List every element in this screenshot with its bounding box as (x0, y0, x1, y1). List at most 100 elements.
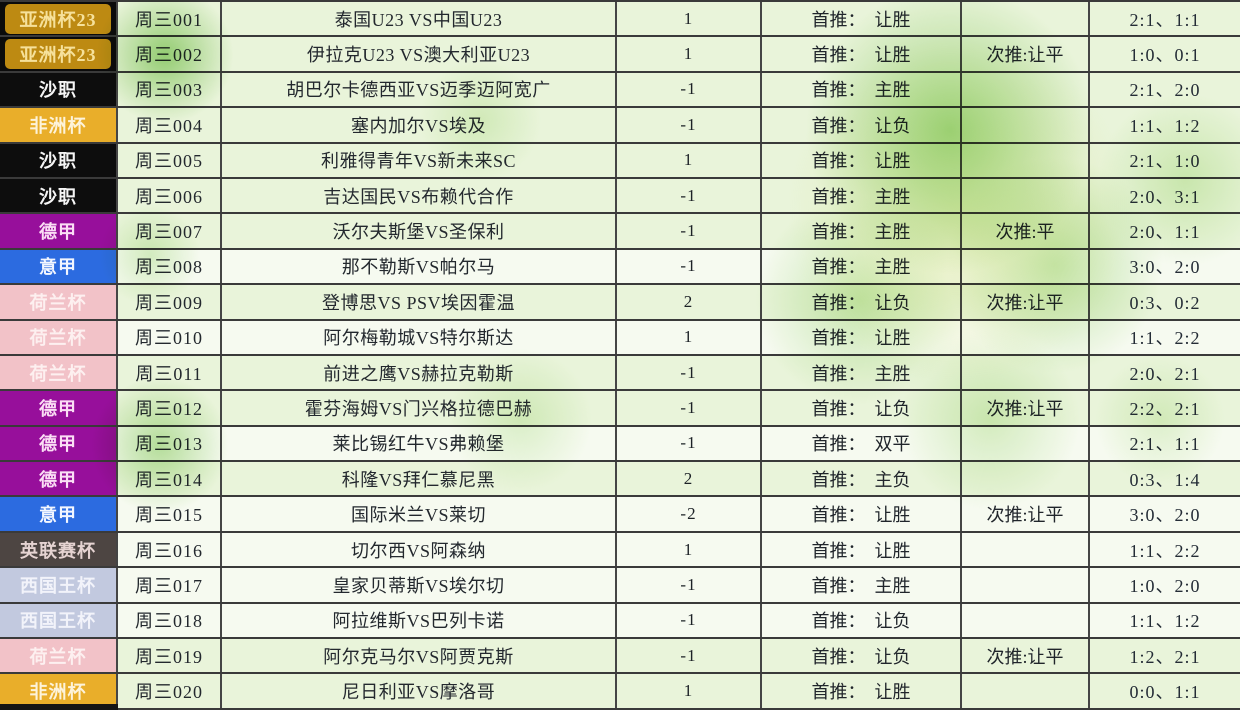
score-prediction: 2:2、2:1 (1129, 398, 1201, 419)
first-pick-value: 主胜 (874, 186, 911, 207)
second-pick (962, 426, 1090, 461)
league-label: 沙职 (0, 72, 116, 107)
second-pick (962, 320, 1090, 354)
score-prediction: 1:0、2:0 (1129, 575, 1201, 596)
table-row: 意甲 周三008 那不勒斯VS帕尔马 -1 首推： 主胜 3:0、2:0 (0, 249, 1240, 286)
table-row: 荷兰杯 周三011 前进之鹰VS赫拉克勒斯 -1 首推： 主胜 2:0、2:1 (0, 355, 1240, 392)
first-pick-prefix: 首推： (811, 575, 866, 596)
first-pick: 首推： 让负 (762, 391, 962, 425)
second-pick-text: 次推:让平 (986, 45, 1064, 66)
league-badge: 荷兰杯 (0, 355, 118, 390)
first-pick-prefix: 首推： (811, 328, 866, 349)
second-pick-text: 次推:让平 (986, 646, 1064, 667)
match-number: 周三011 (118, 355, 222, 390)
league-badge: 沙职 (0, 178, 118, 213)
first-pick-prefix: 首推： (811, 363, 866, 384)
handicap-value: -1 (617, 639, 762, 673)
table-row: 沙职 周三003 胡巴尔卡德西亚VS迈季迈阿宽广 -1 首推： 主胜 2:1、2:0 (0, 72, 1240, 109)
first-pick-value: 让胜 (874, 328, 911, 349)
table-row: 亚洲杯23 周三002 伊拉克U23 VS澳大利亚U23 1 首推： 让胜 次推:让平 1:0… (0, 37, 1240, 73)
match-name: 切尔西VS阿森纳 (222, 532, 617, 567)
first-pick-value: 主负 (874, 469, 911, 490)
table-row: 沙职 周三005 利雅得青年VS新未来SC 1 首推： 让胜 2:1、1:0 (0, 143, 1240, 179)
first-pick-prefix: 首推： (811, 45, 866, 66)
score-prediction: 3:0、2:0 (1129, 505, 1201, 526)
league-label: 英联赛杯 (0, 532, 116, 567)
table-row: 荷兰杯 周三010 阿尔梅勒城VS特尔斯达 1 首推： 让胜 1:1、2:2 (0, 320, 1240, 356)
league-badge: 西国王杯 (0, 568, 118, 602)
match-number: 周三001 (118, 2, 222, 36)
match-name: 那不勒斯VS帕尔马 (222, 249, 617, 284)
first-pick-prefix: 首推： (811, 646, 866, 667)
second-pick: 次推:让平 (962, 37, 1090, 71)
first-pick-prefix: 首推： (811, 611, 866, 632)
league-badge: 意甲 (0, 497, 118, 531)
match-number: 周三017 (118, 568, 222, 602)
table-row: 西国王杯 周三017 皇家贝蒂斯VS埃尔切 -1 首推： 主胜 1:0、2:0 (0, 568, 1240, 604)
league-label: 非洲杯 (0, 108, 116, 142)
first-pick-prefix: 首推： (811, 257, 866, 278)
league-label: 西国王杯 (0, 568, 116, 602)
league-badge: 德甲 (0, 391, 118, 425)
handicap-value: 1 (617, 532, 762, 567)
first-pick-prefix: 首推： (811, 398, 866, 419)
match-name: 胡巴尔卡德西亚VS迈季迈阿宽广 (222, 72, 617, 107)
league-label: 沙职 (0, 178, 116, 213)
score-prediction: 2:0、3:1 (1129, 186, 1201, 207)
league-label: 德甲 (0, 214, 116, 248)
handicap-value: -1 (617, 391, 762, 425)
first-pick-value: 让胜 (874, 682, 911, 703)
league-badge: 非洲杯 (0, 674, 118, 708)
score-prediction: 1:1、2:2 (1129, 540, 1201, 561)
first-pick: 首推： 让胜 (762, 532, 962, 567)
handicap-value: -1 (617, 603, 762, 638)
score-prediction: 2:1、2:0 (1129, 80, 1201, 101)
match-number: 周三003 (118, 72, 222, 107)
score-prediction: 2:0、1:1 (1129, 222, 1201, 243)
second-pick (962, 249, 1090, 284)
match-number: 周三010 (118, 320, 222, 354)
handicap-value: -1 (617, 72, 762, 107)
league-badge: 非洲杯 (0, 108, 118, 142)
first-pick-prefix: 首推： (811, 222, 866, 243)
handicap-value: -1 (617, 426, 762, 461)
match-name: 阿尔梅勒城VS特尔斯达 (222, 320, 617, 354)
first-pick-value: 主胜 (874, 80, 911, 101)
first-pick-value: 让胜 (874, 9, 911, 30)
first-pick-value: 让胜 (874, 505, 911, 526)
match-name: 塞内加尔VS埃及 (222, 108, 617, 142)
second-pick-text: 次推:平 (995, 222, 1055, 243)
handicap-value: -1 (617, 568, 762, 602)
match-name: 阿尔克马尔VS阿贾克斯 (222, 639, 617, 673)
handicap-value: -1 (617, 214, 762, 248)
match-number: 周三019 (118, 639, 222, 673)
league-label: 亚洲杯23 (5, 3, 111, 34)
first-pick: 首推： 主胜 (762, 72, 962, 107)
score-prediction: 1:2、2:1 (1129, 646, 1201, 667)
league-label: 意甲 (0, 497, 116, 531)
first-pick-value: 让负 (874, 115, 911, 136)
match-number: 周三015 (118, 497, 222, 531)
second-pick (962, 2, 1090, 36)
match-number: 周三002 (118, 37, 222, 71)
second-pick (962, 108, 1090, 142)
table-row: 西国王杯 周三018 阿拉维斯VS巴列卡诺 -1 首推： 让负 1:1、1:2 (0, 603, 1240, 640)
first-pick-prefix: 首推： (811, 505, 866, 526)
league-badge: 沙职 (0, 72, 118, 107)
handicap-value: 1 (617, 674, 762, 708)
table-row: 沙职 周三006 吉达国民VS布赖代合作 -1 首推： 主胜 2:0、3:1 (0, 178, 1240, 215)
score-prediction: 2:1、1:1 (1129, 9, 1201, 30)
league-badge: 沙职 (0, 143, 118, 177)
table-row: 意甲 周三015 国际米兰VS莱切 -2 首推： 让胜 次推:让平 3:0、2:0 (0, 497, 1240, 533)
handicap-value: -2 (617, 497, 762, 531)
league-badge: 英联赛杯 (0, 532, 118, 567)
match-number: 周三016 (118, 532, 222, 567)
league-badge: 德甲 (0, 462, 118, 496)
league-label: 沙职 (0, 143, 116, 177)
match-name: 皇家贝蒂斯VS埃尔切 (222, 568, 617, 602)
league-badge: 意甲 (0, 249, 118, 284)
first-pick: 首推： 主负 (762, 462, 962, 496)
second-pick (962, 462, 1090, 496)
league-badge: 荷兰杯 (0, 285, 118, 319)
second-pick (962, 603, 1090, 638)
